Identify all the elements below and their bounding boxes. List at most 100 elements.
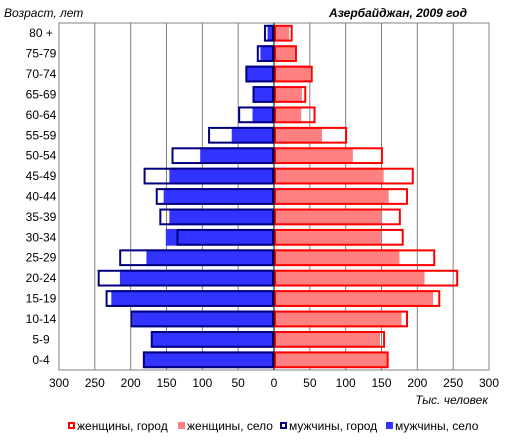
x-tick-label: 150 [156, 376, 176, 390]
bar-мужчины-город-20-24 [97, 269, 274, 287]
bar-мужчины-село-0-4 [143, 351, 274, 369]
bar-мужчины-город-30-34 [176, 228, 275, 246]
bar-женщины-село-25-29 [274, 249, 400, 267]
age-label: 55-59 [26, 128, 57, 142]
bar-женщины-город-80 [274, 24, 293, 42]
x-tick-label: 300 [479, 376, 499, 390]
bar-мужчины-село-75-79 [260, 45, 274, 62]
bar-мужчины-город-55-59 [208, 126, 274, 144]
bar-мужчины-село-35-39 [169, 208, 274, 226]
bar-женщины-село-60-64 [274, 106, 302, 124]
age-label: 15-19 [26, 292, 57, 306]
bar-мужчины-село-80 [267, 24, 274, 42]
age-labels: 0-4 5-9 10-14 15-19 20-24 25-29 30-34 35-39 40-4… [26, 26, 57, 367]
bar-женщины-село-50-54 [274, 147, 353, 165]
bar-женщины-город-40-44 [274, 188, 409, 205]
bar-женщины-село-75-79 [274, 45, 295, 62]
age-label: 60-64 [26, 108, 57, 122]
bar-мужчины-село-60-64 [252, 106, 274, 124]
bar-мужчины-город-75-79 [256, 45, 274, 62]
bar-женщины-город-5-9 [274, 331, 386, 348]
bar-мужчины-город-60-64 [238, 106, 275, 124]
bar-женщины-город-25-29 [274, 249, 436, 267]
x-tick-label: 200 [121, 376, 141, 390]
bar-мужчины-село-15-19 [111, 290, 274, 307]
bar-женщины-город-70-74 [274, 65, 313, 83]
bar-женщины-город-10-14 [274, 310, 409, 328]
bar-мужчины-село-45-49 [169, 167, 274, 185]
bar-мужчины-город-70-74 [245, 65, 274, 83]
legend-swatch [178, 422, 185, 429]
bar-мужчины-село-25-29 [146, 249, 274, 267]
x-tick-label: 250 [443, 376, 463, 390]
bar-мужчины-город-0-4 [142, 351, 274, 369]
bar-женщины-село-15-19 [274, 290, 434, 307]
age-label: 30-34 [26, 230, 57, 244]
age-label: 45-49 [26, 169, 57, 183]
bar-женщины-село-55-59 [274, 126, 323, 144]
x-tick-label: 150 [371, 376, 391, 390]
x-tick-label: 100 [336, 376, 356, 390]
age-label: 5-9 [32, 332, 50, 346]
bar-женщины-город-35-39 [274, 208, 401, 226]
bar-мужчины-город-35-39 [159, 208, 274, 226]
legend-swatch [280, 422, 287, 429]
x-tick-label: 100 [192, 376, 212, 390]
x-axis-title: Тыс. человек [415, 393, 489, 407]
bar-женщины-село-0-4 [274, 351, 388, 369]
legend-swatch [386, 422, 393, 429]
chart-title: Азербайджан, 2009 год [328, 6, 467, 20]
bar-женщины-село-45-49 [274, 167, 384, 185]
legend-swatch [68, 422, 75, 429]
x-tick-label: 50 [231, 376, 245, 390]
bar-мужчины-село-40-44 [163, 188, 274, 205]
age-label: 50-54 [26, 149, 57, 163]
bar-женщины-село-80 [274, 24, 290, 42]
bar-женщины-село-10-14 [274, 310, 402, 328]
bar-мужчины-село-10-14 [132, 310, 274, 328]
x-tick-labels: 300 250 200 150 100 50 0 50 100 150 200 250 300 [49, 376, 499, 390]
age-label: 35-39 [26, 210, 57, 224]
bar-женщины-село-70-74 [274, 65, 310, 83]
bar-женщины-село-30-34 [274, 228, 382, 246]
age-label: 70-74 [26, 67, 57, 81]
bar-мужчины-город-15-19 [105, 290, 275, 307]
bar-мужчины-город-25-29 [119, 249, 274, 267]
bars [97, 24, 459, 369]
bar-женщины-город-20-24 [274, 269, 459, 287]
bar-мужчины-село-20-24 [119, 269, 275, 287]
bar-мужчины-город-5-9 [150, 331, 275, 348]
bar-мужчины-город-40-44 [155, 188, 274, 205]
bar-женщины-город-50-54 [274, 147, 383, 165]
bar-женщины-город-75-79 [274, 45, 297, 62]
bar-женщины-село-40-44 [274, 188, 389, 205]
age-label: 0-4 [32, 353, 50, 367]
age-label: 80 + [29, 26, 53, 40]
bar-женщины-село-20-24 [274, 269, 425, 287]
bar-мужчины-село-50-54 [200, 147, 274, 165]
y-axis-title: Возраст, лет [4, 6, 83, 20]
age-label: 40-44 [26, 190, 57, 204]
bar-женщины-город-15-19 [274, 290, 441, 307]
bar-мужчины-город-65-69 [252, 86, 274, 103]
bar-мужчины-село-30-34 [165, 228, 274, 246]
bar-женщины-село-5-9 [274, 331, 381, 348]
x-tick-label: 200 [407, 376, 427, 390]
age-label: 75-79 [26, 47, 57, 61]
legend-label: мужчины, город [289, 419, 377, 433]
age-label: 10-14 [26, 312, 57, 326]
bar-мужчины-село-55-59 [231, 126, 274, 144]
bar-женщины-город-65-69 [274, 86, 307, 103]
bar-женщины-село-35-39 [274, 208, 382, 226]
bar-женщины-село-65-69 [274, 86, 302, 103]
bar-женщины-город-0-4 [274, 351, 389, 369]
bar-мужчины-город-50-54 [171, 147, 274, 165]
bar-мужчины-город-10-14 [130, 310, 274, 328]
age-label: 25-29 [26, 251, 57, 265]
x-tick-label: 300 [49, 376, 69, 390]
age-label: 20-24 [26, 271, 57, 285]
x-tick-label: 250 [85, 376, 105, 390]
bar-мужчины-город-80 [263, 24, 275, 42]
bar-мужчины-село-70-74 [246, 65, 274, 83]
